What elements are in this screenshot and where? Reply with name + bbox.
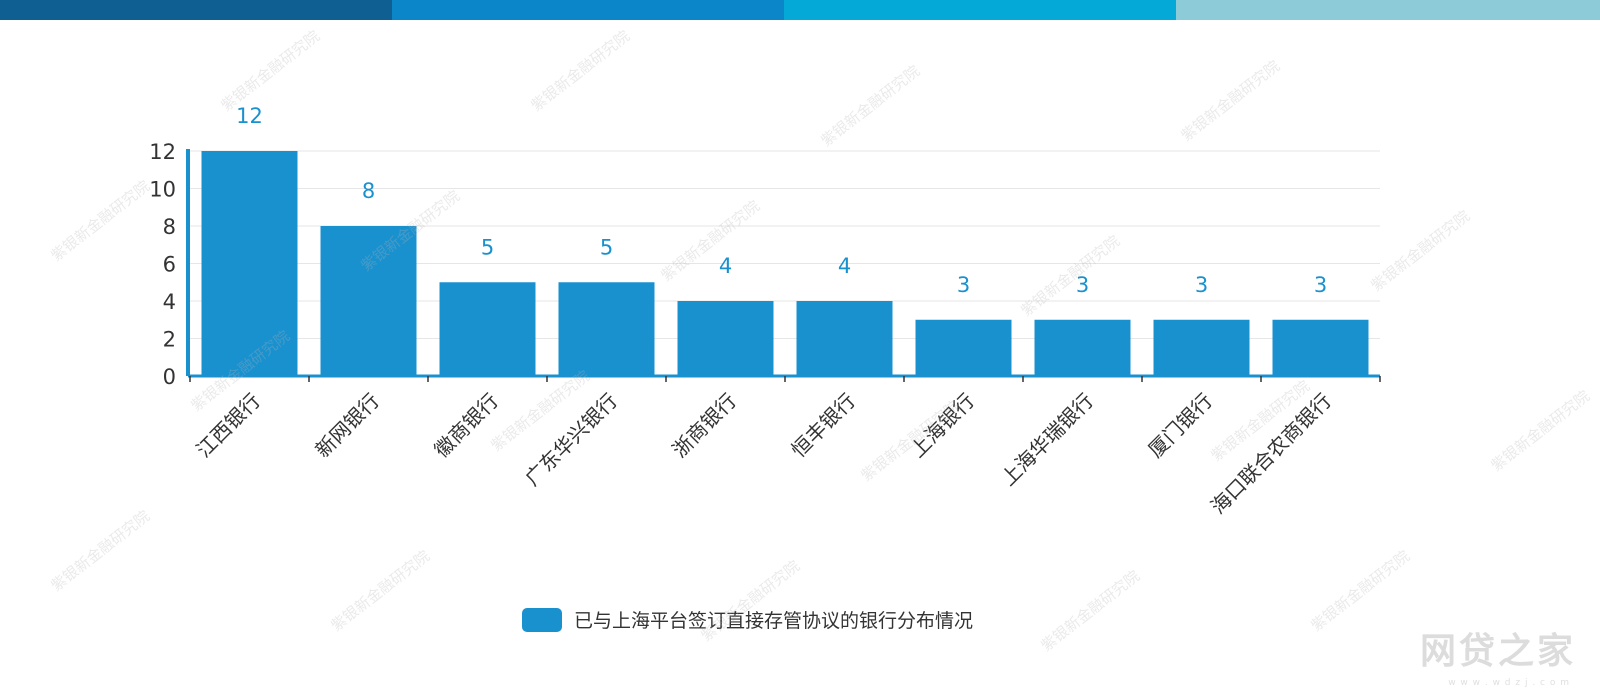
bar	[201, 151, 298, 376]
data-label: 8	[362, 179, 375, 203]
data-label: 5	[600, 235, 613, 259]
y-tick-label: 12	[149, 140, 176, 164]
x-tick-label: 厦门银行	[1143, 389, 1217, 463]
x-tick-label: 广东华兴银行	[520, 389, 622, 491]
bar	[320, 226, 417, 376]
y-tick-label: 10	[149, 178, 176, 202]
x-tick-label: 上海华瑞银行	[996, 389, 1098, 491]
data-label: 4	[838, 254, 851, 278]
data-label: 4	[719, 254, 732, 278]
data-label: 3	[1076, 273, 1089, 297]
stripe-segment	[392, 0, 784, 20]
bar	[796, 301, 893, 376]
data-label: 12	[236, 104, 263, 128]
x-tick-label: 浙商银行	[667, 389, 741, 463]
bar	[439, 282, 536, 376]
bar	[915, 319, 1012, 376]
y-tick-label: 2	[163, 328, 176, 352]
watermark-url: w w w . w d z j . c o m	[1448, 678, 1570, 688]
x-tick-label: 海口联合农商银行	[1206, 389, 1336, 519]
bar	[558, 282, 655, 376]
bar	[1272, 319, 1369, 376]
bar	[1153, 319, 1250, 376]
bar	[677, 301, 774, 376]
data-label: 3	[957, 273, 970, 297]
y-tick-label: 6	[163, 253, 176, 277]
x-tick-label: 新网银行	[310, 389, 384, 463]
data-label: 3	[1195, 273, 1208, 297]
data-label: 5	[481, 235, 494, 259]
top-color-stripe	[0, 0, 1600, 20]
legend-swatch	[522, 607, 562, 632]
x-tick-label: 徽商银行	[429, 389, 503, 463]
stripe-segment	[1176, 0, 1600, 20]
bar	[1034, 319, 1131, 376]
y-tick-label: 8	[163, 215, 176, 239]
x-tick-label: 上海银行	[905, 389, 979, 463]
chart-legend: 已与上海平台签订直接存管协议的银行分布情况	[522, 606, 973, 633]
y-tick-label: 4	[163, 290, 176, 314]
y-tick-label: 0	[163, 365, 176, 389]
legend-label: 已与上海平台签订直接存管协议的银行分布情况	[574, 610, 974, 632]
data-label: 3	[1314, 273, 1327, 297]
stripe-segment	[784, 0, 1176, 20]
x-tick-label: 恒丰银行	[786, 389, 860, 463]
stripe-segment	[0, 0, 392, 20]
x-tick-label: 江西银行	[191, 389, 265, 463]
watermark-logo: 网贷之家	[1419, 631, 1576, 672]
